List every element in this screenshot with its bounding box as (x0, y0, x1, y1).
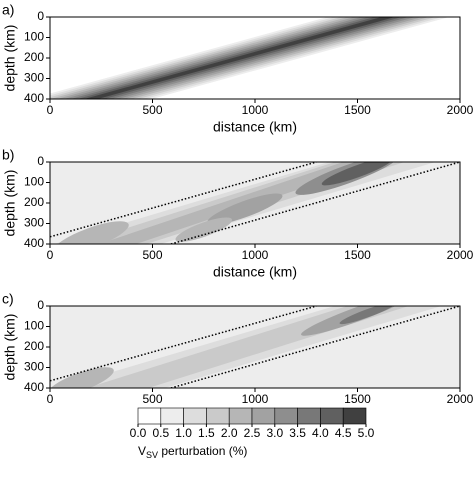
field-blob (207, 193, 283, 225)
x-axis-label: distance (km) (213, 264, 297, 280)
label-rest: perturbation (%) (158, 444, 247, 458)
field-blob (53, 221, 129, 244)
x-axis-label: distance (km) (213, 119, 297, 135)
slab-bottom (170, 162, 460, 244)
y-axis-label: depth (km) (2, 25, 18, 92)
x-tick-label: 1500 (344, 392, 371, 406)
y-tick-label: 0 (37, 298, 44, 312)
colorbar-bin (251, 407, 276, 425)
field (50, 306, 460, 388)
field-blob (339, 306, 396, 325)
x-tick-label: 2000 (447, 248, 474, 262)
slab-top (50, 306, 317, 382)
y-tick-label: 300 (24, 71, 44, 85)
x-tick-label: 0 (47, 248, 54, 262)
x-tick-label: 1000 (242, 248, 269, 262)
y-tick-label: 400 (24, 91, 44, 105)
colorbar-tick-label: 3.0 (266, 426, 283, 440)
x-tick-label: 500 (142, 248, 162, 262)
colorbar-tick-label: 3.5 (289, 426, 306, 440)
x-tick-label: 500 (142, 392, 162, 406)
x-tick-label: 0 (47, 392, 54, 406)
colorbar-tick-label: 0.0 (130, 426, 147, 440)
y-tick-label: 100 (24, 30, 44, 44)
colorbar-bin (274, 407, 298, 425)
y-tick-label: 300 (24, 360, 44, 374)
field-band (84, 17, 396, 99)
x-tick-label: 2000 (447, 392, 474, 406)
y-axis-label: depth (km) (2, 170, 18, 237)
slab-top (50, 162, 317, 238)
colorbar-bin (228, 407, 253, 425)
y-tick-label: 200 (24, 195, 44, 209)
y-tick-label: 400 (24, 380, 44, 394)
panel-label: c) (2, 291, 14, 307)
y-tick-label: 0 (37, 9, 44, 23)
colorbar-bin (206, 407, 230, 425)
colorbar-bin (160, 407, 184, 425)
y-axis-label: depth (km) (2, 314, 18, 381)
x-tick-label: 0 (47, 103, 54, 117)
label-main: V (138, 444, 146, 458)
y-tick-label: 0 (37, 154, 44, 168)
colorbar-bin (183, 407, 207, 425)
colorbar-label: VSV perturbation (%) (138, 444, 247, 460)
y-tick-label: 200 (24, 339, 44, 353)
y-tick-label: 100 (24, 175, 44, 189)
colorbar-bin (137, 407, 162, 425)
field-blob (175, 217, 233, 242)
colorbar-tick-label: 1.0 (175, 426, 192, 440)
panel-label: a) (2, 2, 14, 18)
field (50, 17, 450, 99)
field-blob (176, 342, 252, 373)
x-tick-label: 1500 (344, 248, 371, 262)
field (50, 162, 460, 244)
colorbar-tick-label: 5.0 (358, 426, 375, 440)
x-tick-label: 1000 (242, 103, 269, 117)
slab-bottom (170, 306, 460, 388)
label-sub: SV (146, 450, 158, 460)
x-tick-label: 1000 (242, 392, 269, 406)
y-tick-label: 200 (24, 50, 44, 64)
field-blob (50, 367, 114, 388)
y-tick-label: 300 (24, 216, 44, 230)
colorbar-bin (320, 407, 344, 425)
colorbar-tick-label: 1.5 (198, 426, 215, 440)
x-tick-label: 2000 (447, 103, 474, 117)
colorbar-tick-label: 2.5 (244, 426, 261, 440)
colorbar-tick-label: 2.0 (221, 426, 238, 440)
colorbar-tick-label: 4.5 (335, 426, 352, 440)
panel-label: b) (2, 147, 14, 163)
colorbar-tick-label: 0.5 (152, 426, 169, 440)
x-tick-label: 1500 (344, 103, 371, 117)
colorbar-bin (297, 407, 321, 425)
x-tick-label: 500 (142, 103, 162, 117)
colorbar-bin (342, 407, 367, 425)
field-blob (321, 162, 394, 186)
y-tick-label: 100 (24, 319, 44, 333)
colorbar-tick-label: 4.0 (312, 426, 329, 440)
y-tick-label: 400 (24, 236, 44, 250)
